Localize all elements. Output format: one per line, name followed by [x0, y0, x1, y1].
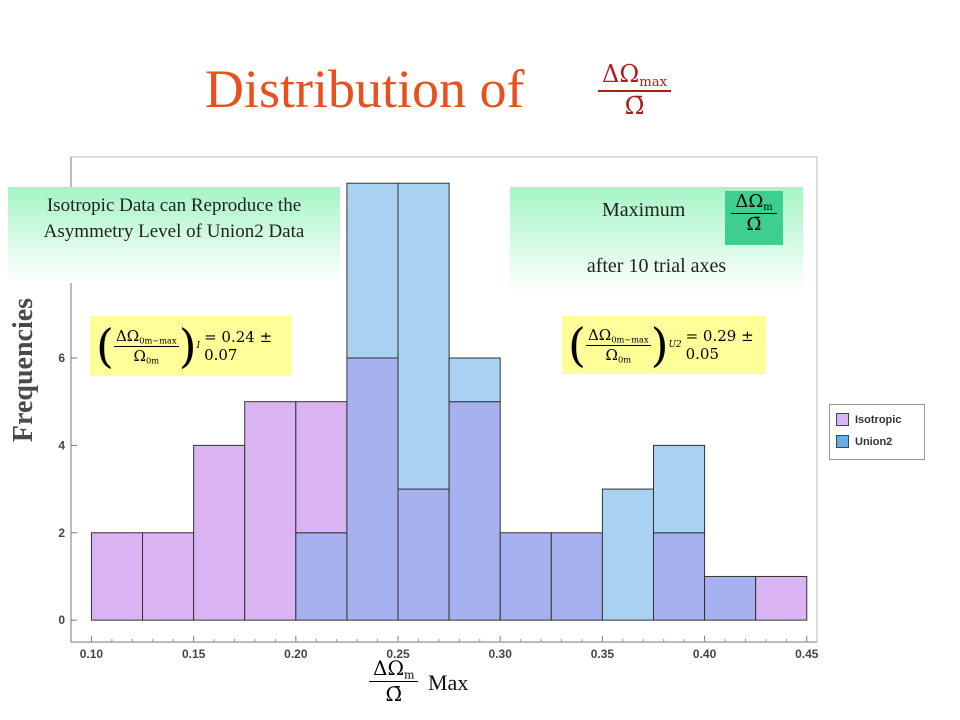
- maximum-note: Maximum ΔΩm Ω̄ after 10 trial axes: [510, 187, 803, 293]
- x-tick-label: 0.40: [693, 647, 717, 661]
- bar-union2: [652, 444, 706, 534]
- legend-label-isotropic: Isotropic: [855, 413, 902, 426]
- x-tick-label: 0.25: [386, 647, 410, 661]
- bar-overlap: [346, 357, 399, 621]
- x-tick-label: 0.15: [182, 647, 206, 661]
- bar-overlap: [499, 532, 552, 621]
- bar-overlap: [652, 532, 706, 621]
- bar-isotropic: [90, 532, 144, 621]
- x-axis-fraction: ΔΩm Ω̄: [369, 656, 419, 706]
- bar-isotropic: [244, 401, 297, 621]
- y-axis-label: Frequencies: [8, 297, 39, 443]
- bar-isotropic: [295, 401, 348, 534]
- bar-union2: [397, 182, 450, 490]
- maximum-label: Maximum: [602, 199, 686, 221]
- maximum-fraction: ΔΩm Ω̄: [725, 191, 783, 245]
- y-tick-label: 0: [58, 613, 65, 627]
- y-tick-label: 6: [58, 351, 65, 365]
- x-tick-label: 0.30: [489, 647, 513, 661]
- isotropic-formula: ( ΔΩ0m−max Ω0m ) I = 0.24 ± 0.07: [90, 316, 292, 376]
- bar-overlap: [295, 532, 348, 621]
- bar-overlap: [704, 575, 757, 621]
- chart-legend: Isotropic Union2: [829, 404, 925, 460]
- bar-isotropic: [142, 532, 195, 621]
- union2-formula: ( ΔΩ0m−max Ω0m ) U2 = 0.29 ± 0.05: [562, 316, 766, 374]
- legend-label-union2: Union2: [855, 435, 893, 448]
- bar-isotropic: [193, 444, 246, 621]
- x-tick-label: 0.10: [80, 647, 104, 661]
- title-fraction: ΔΩmax Ω̄: [598, 60, 672, 120]
- bar-union2: [601, 488, 654, 621]
- bar-overlap: [397, 488, 450, 621]
- trial-axes-label: after 10 trial axes: [586, 255, 727, 277]
- x-tick-label: 0.35: [591, 647, 615, 661]
- bar-overlap: [550, 532, 603, 621]
- bar-union2: [448, 357, 501, 403]
- bar-isotropic: [755, 575, 808, 621]
- legend-swatch-isotropic: [836, 413, 849, 426]
- y-tick-label: 4: [58, 438, 65, 452]
- x-tick-label: 0.20: [284, 647, 308, 661]
- page-title: Distribution of: [205, 59, 525, 119]
- x-axis-label: Max: [428, 670, 469, 695]
- bar-union2: [346, 182, 399, 359]
- bar-overlap: [448, 401, 501, 621]
- x-tick-label: 0.45: [795, 647, 819, 661]
- isotropic-note: Isotropic Data can Reproduce the Asymmet…: [8, 187, 340, 283]
- y-tick-label: 2: [58, 526, 65, 540]
- legend-swatch-union2: [836, 435, 849, 448]
